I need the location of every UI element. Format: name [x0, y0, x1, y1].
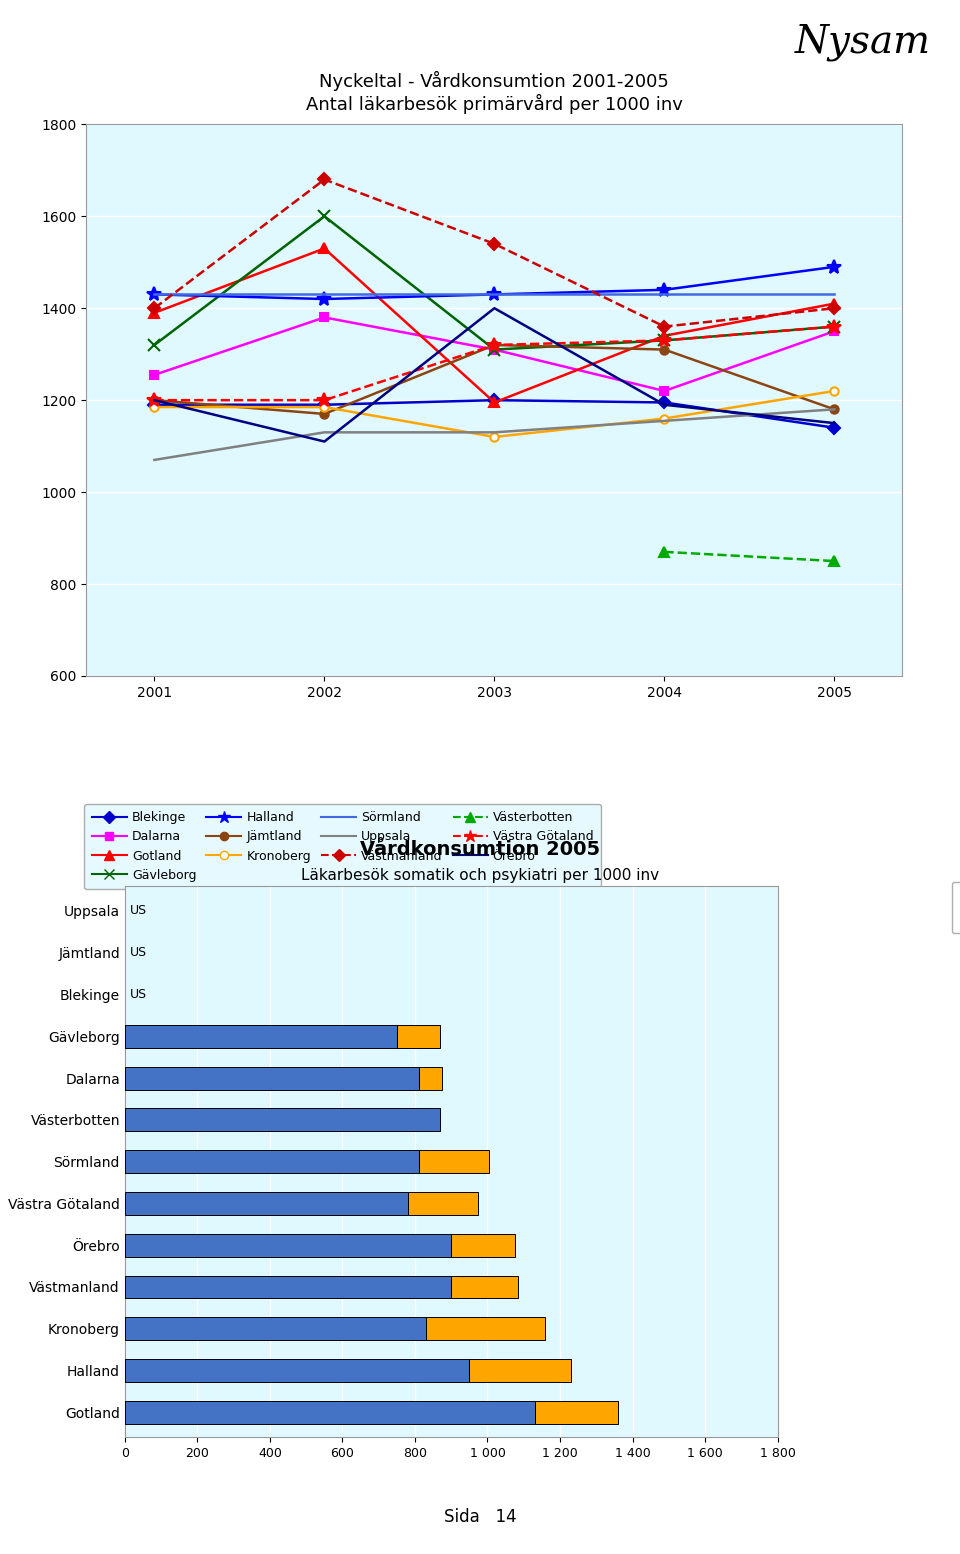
Bar: [426, 1318, 545, 1340]
Bar: [419, 1066, 443, 1089]
Bar: [125, 1024, 396, 1047]
Bar: [125, 1192, 408, 1215]
Bar: [125, 1066, 419, 1089]
Bar: [125, 1108, 441, 1131]
Bar: [408, 1192, 478, 1215]
Text: Nysam: Nysam: [795, 23, 931, 61]
Text: US: US: [131, 988, 148, 1001]
Bar: [125, 1318, 426, 1340]
Bar: [451, 1234, 515, 1257]
Bar: [396, 1024, 441, 1047]
Legend: Blekinge, Dalarna, Gotland, Gävleborg, Halland, Jämtland, Kronoberg, Sörmland, U: Blekinge, Dalarna, Gotland, Gävleborg, H…: [84, 803, 601, 889]
Legend: Egenprod, Summa köpt: Egenprod, Summa köpt: [951, 881, 960, 934]
Text: US: US: [131, 946, 148, 959]
Bar: [125, 1234, 451, 1257]
Text: Sida   14: Sida 14: [444, 1507, 516, 1526]
Bar: [535, 1400, 618, 1423]
Text: Läkarbesök somatik och psykiatri per 1000 inv: Läkarbesök somatik och psykiatri per 100…: [300, 867, 660, 883]
Bar: [125, 1150, 419, 1173]
Bar: [469, 1360, 571, 1382]
Bar: [125, 1276, 451, 1299]
Text: US: US: [131, 904, 148, 917]
Title: Nyckeltal - Vårdkonsumtion 2001-2005
Antal läkarbesök primärvård per 1000 inv: Nyckeltal - Vårdkonsumtion 2001-2005 Ant…: [306, 71, 683, 115]
Bar: [451, 1276, 518, 1299]
Text: Vårdkonsumtion 2005: Vårdkonsumtion 2005: [360, 841, 600, 859]
Bar: [419, 1150, 490, 1173]
Bar: [125, 1400, 535, 1423]
Bar: [125, 1360, 469, 1382]
